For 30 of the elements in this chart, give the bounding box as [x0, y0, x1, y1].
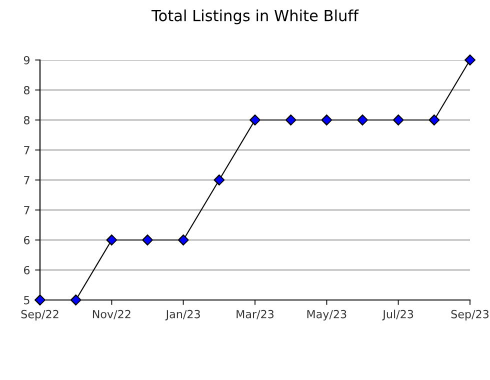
y-tick-label: 7: [24, 206, 30, 214]
x-tick-label: Sep/22: [21, 310, 58, 320]
x-tick-label: Mar/23: [236, 310, 274, 320]
point: [392, 114, 404, 126]
x-tick-label: Nov/22: [92, 310, 130, 320]
y-tick-label: 8: [24, 86, 30, 94]
y-tick-label: 8: [24, 116, 30, 124]
point: [70, 294, 82, 306]
point: [178, 234, 189, 246]
y-tick-label: 7: [24, 146, 30, 154]
x-tick-label: Jan/23: [165, 310, 200, 320]
y-tick-label: 6: [24, 236, 30, 244]
y-tick-label: 5: [24, 296, 30, 304]
point: [428, 114, 440, 126]
y-tick-label: 6: [24, 266, 30, 274]
x-tick-label: May/23: [307, 310, 346, 320]
point: [464, 54, 476, 66]
chart-title: Total Listings in White Bluff: [152, 10, 359, 24]
y-tick-label: 7: [24, 176, 30, 184]
point: [250, 114, 260, 126]
x-tick-label: Jul/23: [382, 310, 414, 320]
point: [214, 174, 225, 186]
point: [285, 114, 296, 126]
y-tick-label: 9: [24, 56, 30, 64]
point: [321, 114, 332, 126]
point: [357, 114, 368, 126]
point: [106, 234, 118, 246]
x-tick-label: Sep/23: [451, 310, 489, 320]
point: [34, 294, 46, 306]
point: [142, 234, 153, 246]
